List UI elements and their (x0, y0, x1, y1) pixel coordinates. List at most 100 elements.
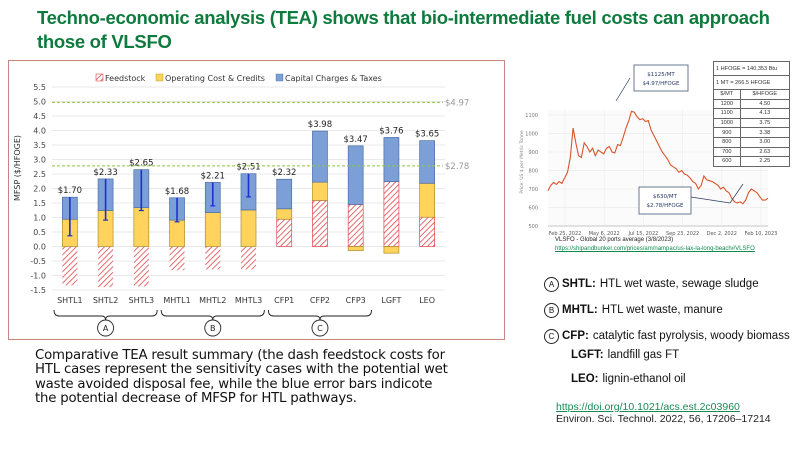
total-label-lgft: $3.76 (379, 126, 403, 136)
bar-capital-charges-taxes-lgft (383, 137, 400, 182)
bar-feedstock-leo (419, 216, 435, 247)
x-tick-label-mhtl1: MHTL1 (163, 296, 190, 305)
mfsp-bar-chart: Feedstock Operating Cost & Credits Capit… (13, 73, 469, 337)
bar-feedstock-shtl2 (98, 246, 114, 288)
table-row: 1000 3.75 (713, 117, 791, 129)
total-label-leo: $3.65 (415, 130, 439, 140)
bar-feedstock-mhtl1 (169, 246, 185, 271)
group-badge-icon (311, 319, 329, 337)
table-header: $/MT (713, 89, 741, 100)
x-tick-label-shtl1: SHTL1 (57, 296, 83, 305)
table-cell: 4.13 (739, 108, 791, 119)
table-header: $/HFOGE (739, 89, 791, 100)
annotation-box-low (638, 186, 692, 215)
table-cell: 3.38 (739, 127, 791, 138)
y-tick-label: 3.5 (33, 141, 46, 150)
table-row: 700 2.63 (713, 146, 791, 158)
total-label-shtl2: $2.33 (93, 168, 117, 178)
pathway-desc: HTL wet waste, manure (601, 304, 723, 316)
legend-label-feedstock: Feedstock (105, 74, 146, 83)
conversion-note-mt: 1 MT = 266.5 HFOGE (713, 75, 790, 90)
badge-b-icon: B (544, 302, 559, 318)
x-tick-label-lgft: LGFT (381, 296, 401, 305)
annotation-pointer (690, 183, 744, 204)
bar-operating-cost-credits-cfp3 (347, 246, 364, 251)
bar-feedstock-lgft (383, 181, 400, 247)
bar-feedstock-cfp3 (347, 204, 364, 247)
x-tick-label-cfp1: CFP1 (274, 296, 294, 305)
total-label-cfp3: $3.47 (344, 135, 368, 145)
pathway-code: MHTL: (562, 304, 598, 316)
x-tick-label-cfp2: CFP2 (310, 296, 330, 305)
group-brace (53, 309, 158, 321)
conversion-note-btu: 1 HFOGE = 140,353 Btu (713, 61, 790, 76)
table-cell: 600 (713, 156, 741, 167)
pathway-legend-b: B MHTL: HTL wet waste, manure (544, 301, 723, 319)
y-axis-label: MFSP ($/HFOGE) (13, 135, 22, 201)
price-source-label: VLSFO - Global 20 ports average (3/8/202… (555, 237, 674, 243)
table-row: 1200 4.50 (713, 98, 791, 110)
price-y-tick-label: 800 (528, 169, 538, 175)
x-tick-label-mhtl3: MHTL3 (235, 296, 262, 305)
price-x-tick-label: May 6, 2022 (589, 231, 620, 237)
price-x-tick-label: Dec 2, 2022 (707, 231, 737, 237)
y-tick-label: -0.5 (30, 257, 46, 266)
table-cell: 3.75 (739, 117, 791, 129)
price-y-tick-label: 900 (528, 150, 538, 156)
x-tick-label-mhtl2: MHTL2 (199, 296, 226, 305)
table-cell: 2.25 (739, 156, 791, 167)
pathway-legend-a: A SHTL: HTL wet waste, sewage sludge (544, 275, 759, 293)
group-badge-icon (204, 319, 222, 337)
pathway-code: LGFT: (571, 349, 604, 361)
bar-feedstock-shtl1 (62, 246, 78, 286)
y-tick-label: 1.0 (33, 214, 46, 223)
annotation-box-peak (633, 64, 689, 92)
bar-capital-charges-taxes-leo (419, 140, 435, 184)
pathway-desc: catalytic fast pyrolysis, woody biomass (592, 330, 790, 342)
doi-link[interactable]: https://doi.org/10.1021/acs.est.2c03960 (556, 401, 740, 413)
table-cell: 800 (713, 136, 741, 148)
bar-operating-cost-credits-shtl3 (133, 207, 150, 247)
y-tick-label: -1.0 (30, 272, 46, 281)
mfsp-chart-frame (8, 60, 505, 340)
total-label-mhtl2: $2.21 (201, 171, 225, 181)
bar-feedstock-mhtl3 (241, 246, 256, 270)
y-tick-label: 0.0 (33, 243, 46, 252)
price-y-tick-label: 600 (528, 206, 538, 212)
bar-feedstock-mhtl2 (205, 246, 221, 270)
table-cell: 3.00 (739, 136, 791, 148)
bar-operating-cost-credits-mhtl1 (169, 219, 185, 247)
bar-capital-charges-taxes-cfp3 (347, 145, 364, 205)
group-brace (160, 309, 265, 321)
table-cell: 700 (713, 146, 741, 158)
chart-legend: Feedstock Operating Cost & Credits Capit… (95, 73, 382, 83)
bar-operating-cost-credits-lgft (383, 246, 400, 254)
group-brace (267, 309, 372, 321)
vlsfo-price-line (547, 110, 769, 205)
bar-operating-cost-credits-cfp2 (312, 181, 328, 201)
group-badge-label: A (103, 324, 109, 333)
annotation-low-line2: $2.78/HFOGE (647, 203, 684, 209)
price-source-link[interactable]: https://shipandbunker.com/prices/am/namp… (555, 246, 755, 252)
table-row: 1100 4.13 (713, 108, 791, 119)
legend-swatch-feedstock (95, 73, 104, 82)
annotation-low-line1: $630/MT (653, 194, 678, 200)
pathway-legend-c: C CFP: catalytic fast pyrolysis, woody b… (544, 327, 790, 345)
badge-c-icon: C (544, 328, 559, 344)
y-tick-label: 0.5 (33, 228, 46, 237)
price-x-tick-label: Sep 23, 2022 (666, 231, 699, 237)
pathway-desc: HTL wet waste, sewage sludge (599, 278, 759, 290)
group-badge-icon (97, 319, 115, 337)
pathway-desc: lignin-ethanol oil (602, 373, 686, 385)
table-row: 900 3.38 (713, 127, 791, 138)
x-tick-label-leo: LEO (419, 296, 435, 305)
pathway-legend-lgft: LGFT: landfill gas FT (571, 346, 679, 364)
total-label-shtl1: $1.70 (58, 186, 82, 196)
annotation-peak-line2: $4.97/HFOGE (643, 81, 680, 87)
legend-swatch-operating (155, 73, 164, 82)
price-y-axis-label: Price: US $ per Metric Tonne (519, 130, 525, 194)
bar-operating-cost-credits-mhtl3 (240, 209, 257, 247)
bar-feedstock-shtl3 (133, 246, 149, 287)
table-cell: 1000 (713, 117, 741, 129)
x-tick-label-shtl3: SHTL3 (129, 296, 155, 305)
